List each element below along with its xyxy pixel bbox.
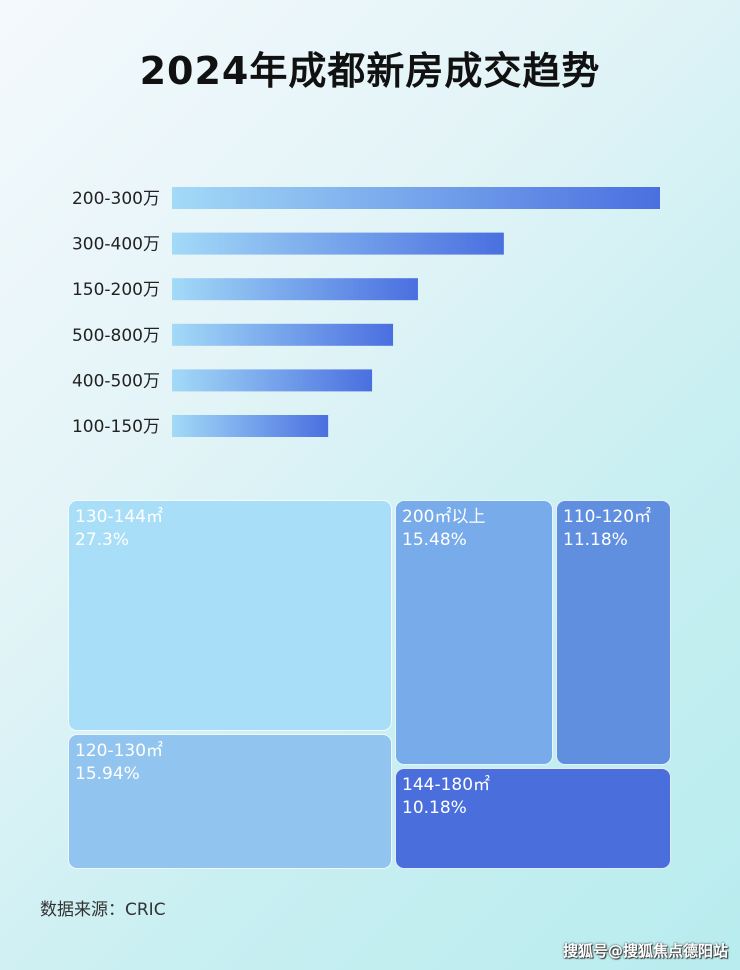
- treemap-tile: 110-120㎡ 11.18%: [556, 500, 671, 765]
- tile-value: 10.18%: [402, 798, 467, 818]
- bar-category-label: 100-150万: [72, 417, 160, 437]
- bar: [172, 187, 660, 209]
- bar-category-label: 500-800万: [72, 326, 160, 346]
- bar: [172, 232, 504, 255]
- bar-chart: 200-300万 300-400万 150-200万 500-800万 400-500万…: [72, 187, 660, 437]
- treemap-tile: 144-180㎡ 10.18%: [395, 768, 671, 869]
- tile-value: 27.3%: [75, 530, 130, 550]
- chart-title: 2024年成都新房成交趋势: [139, 49, 601, 93]
- watermark: 搜狐号@搜狐焦点德阳站: [562, 942, 728, 960]
- tile-label: 200㎡以上: [402, 507, 486, 527]
- tile-label: 120-130㎡: [75, 741, 164, 761]
- bar-category-label: 150-200万: [72, 280, 160, 300]
- treemap-tile: 120-130㎡ 15.94%: [68, 734, 392, 869]
- bar-category-label: 200-300万: [72, 189, 160, 209]
- tile-value: 15.48%: [402, 530, 467, 550]
- bar: [172, 369, 373, 392]
- tile-label: 144-180㎡: [402, 775, 491, 795]
- bar: [172, 323, 394, 346]
- bar-category-label: 400-500万: [72, 371, 160, 391]
- treemap-tile: 130-144㎡ 27.3%: [68, 500, 392, 731]
- bar-category-label: 300-400万: [72, 235, 160, 255]
- tile-value: 11.18%: [563, 530, 628, 550]
- bar: [172, 278, 418, 301]
- tile-label: 110-120㎡: [563, 507, 652, 527]
- data-source: 数据来源：CRIC: [40, 900, 166, 920]
- bar: [172, 415, 329, 437]
- tile-label: 130-144㎡: [75, 507, 164, 527]
- treemap-tile: 200㎡以上 15.48%: [395, 500, 553, 765]
- tile-value: 15.94%: [75, 764, 140, 784]
